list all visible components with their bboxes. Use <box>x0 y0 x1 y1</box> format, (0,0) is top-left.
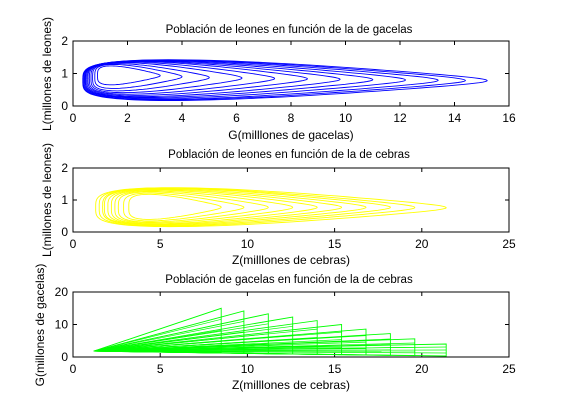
subplot-gacelas-cebras: Población de gacelas en función de la de… <box>33 264 516 392</box>
x-tick-label: 0 <box>70 111 77 125</box>
series-curve <box>128 193 222 220</box>
x-tick-label: 12 <box>393 111 407 125</box>
series-curve <box>110 189 318 225</box>
y-tick-label: 20 <box>55 285 69 299</box>
x-tick-label: 10 <box>241 237 255 251</box>
data-series <box>82 59 488 101</box>
x-tick-label: 20 <box>415 362 429 376</box>
series-curve <box>117 191 269 223</box>
series-curve <box>93 346 447 352</box>
x-axis-label: Z(milllones de cebras) <box>232 253 350 267</box>
y-axis-label: G(millones de gacelas) <box>33 264 47 387</box>
subplot-leones-gacelas: Población de leones en función de la de … <box>40 17 516 142</box>
y-tick-label: 2 <box>61 161 68 175</box>
chart-title: Población de leones en función de la de … <box>168 149 410 161</box>
x-tick-label: 25 <box>502 237 516 251</box>
series-curve <box>92 63 210 92</box>
series-curve <box>82 59 488 101</box>
subplot-leones-cebras: Población de leones en función de la de … <box>40 143 516 267</box>
x-tick-label: 8 <box>288 111 295 125</box>
y-tick-label: 0 <box>61 99 68 113</box>
x-tick-label: 5 <box>157 362 164 376</box>
data-series <box>95 187 447 228</box>
axis-ticks: 0 5 10 15 20 25 0 10 20 <box>55 285 516 376</box>
axis-ticks: 0 5 10 15 20 25 0 1 2 <box>61 161 516 251</box>
series-curve <box>95 187 447 228</box>
x-tick-label: 15 <box>328 362 342 376</box>
y-tick-label: 0 <box>61 225 68 239</box>
series-curve <box>114 190 294 224</box>
x-tick-label: 2 <box>124 111 131 125</box>
x-tick-label: 14 <box>448 111 462 125</box>
x-tick-label: 0 <box>70 362 77 376</box>
y-axis-label: L(millones de leones) <box>40 17 54 131</box>
x-tick-label: 15 <box>328 237 342 251</box>
data-series <box>93 307 447 357</box>
x-tick-label: 5 <box>157 237 164 251</box>
x-axis-label: G(milllones de gacelas) <box>228 128 353 142</box>
chart-title: Población de leones en función de la de … <box>166 24 413 36</box>
y-tick-label: 1 <box>61 67 68 81</box>
plot-area <box>72 167 510 233</box>
x-tick-label: 10 <box>339 111 353 125</box>
chart-title: Población de gacelas en función de la de… <box>165 274 413 286</box>
x-tick-label: 6 <box>233 111 240 125</box>
series-curve <box>97 65 161 86</box>
x-axis-label: Z(milllones de cebras) <box>232 378 350 392</box>
y-tick-label: 0 <box>61 350 68 364</box>
x-tick-label: 16 <box>502 111 516 125</box>
series-curve <box>93 349 447 352</box>
y-tick-label: 10 <box>55 318 69 332</box>
series-curve <box>94 63 183 89</box>
x-tick-label: 0 <box>70 237 77 251</box>
y-axis-label: L(millones de leones) <box>40 143 54 257</box>
series-curve <box>107 189 343 225</box>
series-curve <box>123 192 245 222</box>
y-tick-label: 1 <box>61 193 68 207</box>
series-curve <box>93 350 447 354</box>
x-tick-label: 4 <box>179 111 186 125</box>
y-tick-label: 2 <box>61 34 68 48</box>
x-tick-label: 10 <box>241 362 255 376</box>
x-tick-label: 20 <box>415 237 429 251</box>
x-tick-label: 25 <box>502 362 516 376</box>
